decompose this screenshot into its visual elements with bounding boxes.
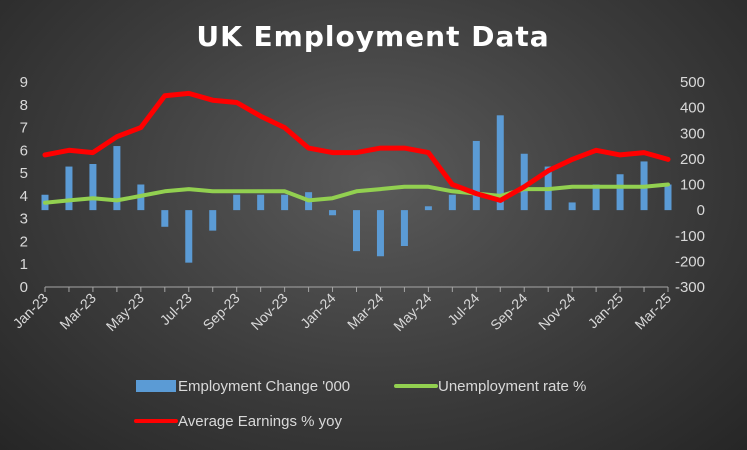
average-earnings-line	[42, 90, 671, 203]
left-tick-label: 2	[20, 233, 28, 250]
employment-change-bar	[520, 153, 528, 211]
x-tick-label: Jul-23	[157, 290, 195, 328]
right-tick-label: -100	[675, 228, 705, 245]
x-tick-label: Jan-23	[10, 290, 52, 332]
right-tick-label: 200	[680, 151, 705, 168]
line-series	[42, 90, 671, 205]
left-tick-label: 6	[20, 142, 28, 159]
x-tick-label: Jul-24	[444, 290, 482, 328]
employment-change-bar	[257, 194, 265, 211]
right-tick-label: 0	[697, 202, 705, 219]
legend-label: Average Earnings % yoy	[178, 413, 342, 430]
chart-title: UK Employment Data	[196, 20, 549, 53]
employment-change-bar	[233, 194, 241, 211]
x-tick-label: Mar-23	[56, 290, 99, 333]
x-tick-label: Nov-24	[535, 290, 578, 333]
x-tick-label: Mar-25	[631, 290, 674, 333]
x-tick-label: Jan-24	[297, 290, 339, 332]
unemployment-rate-line	[43, 182, 670, 205]
right-axis: -300 -200 -100 0 100 200 300 400 500	[675, 74, 705, 296]
employment-change-bar	[89, 164, 97, 211]
left-tick-label: 3	[20, 211, 28, 228]
employment-change-bar	[592, 184, 600, 211]
x-tick-label: Mar-24	[344, 290, 387, 333]
legend-swatch-employment-change	[136, 380, 176, 392]
legend-label: Unemployment rate %	[438, 378, 586, 395]
employment-change-bar	[664, 184, 672, 211]
employment-change-bar	[568, 202, 576, 211]
right-tick-label: 300	[680, 125, 705, 142]
employment-change-bar	[161, 210, 169, 227]
employment-change-bar	[209, 210, 217, 231]
employment-change-bar	[353, 210, 360, 252]
left-tick-label: 9	[20, 74, 28, 91]
employment-change-bar	[329, 210, 337, 216]
x-tick-label: Sep-24	[487, 290, 530, 333]
x-tick-label: Jan-25	[585, 290, 627, 332]
left-tick-label: 0	[20, 279, 28, 296]
employment-change-bar	[496, 115, 504, 211]
legend-label: Employment Change '000	[178, 378, 350, 395]
right-tick-label: 500	[680, 74, 705, 91]
x-axis: Jan-23 Mar-23 May-23 Jul-23 Sep-23 Nov-23 Jan-…	[10, 290, 675, 334]
right-tick-label: -300	[675, 279, 705, 296]
left-tick-label: 4	[20, 188, 28, 205]
left-tick-label: 8	[20, 97, 28, 114]
right-tick-label: 400	[680, 100, 705, 117]
x-tick-label: May-24	[390, 290, 434, 334]
employment-change-bar	[65, 166, 73, 211]
employment-change-bar	[472, 140, 480, 211]
left-tick-label: 5	[20, 165, 28, 182]
right-tick-label: -200	[675, 253, 705, 270]
x-tick-label: Sep-23	[200, 290, 243, 333]
x-tick-label: May-23	[103, 290, 147, 334]
employment-change-bar	[113, 146, 121, 211]
right-tick-label: 100	[680, 177, 705, 194]
employment-change-bar	[400, 210, 408, 246]
employment-change-bar	[185, 210, 193, 263]
left-tick-label: 7	[20, 120, 28, 137]
employment-change-bar	[424, 206, 432, 211]
axis-lines	[44, 286, 669, 292]
left-tick-label: 1	[20, 256, 28, 273]
employment-change-bar	[281, 194, 289, 211]
employment-change-bar	[376, 210, 384, 257]
legend: Employment Change '000 Unemployment rate …	[134, 378, 586, 430]
employment-change-bar	[448, 194, 456, 211]
left-axis: 0 1 2 3 4 5 6 7 8 9	[20, 74, 28, 296]
bar-series	[41, 115, 672, 263]
employment-change-bar	[616, 174, 624, 211]
x-tick-label: Nov-23	[248, 290, 291, 333]
